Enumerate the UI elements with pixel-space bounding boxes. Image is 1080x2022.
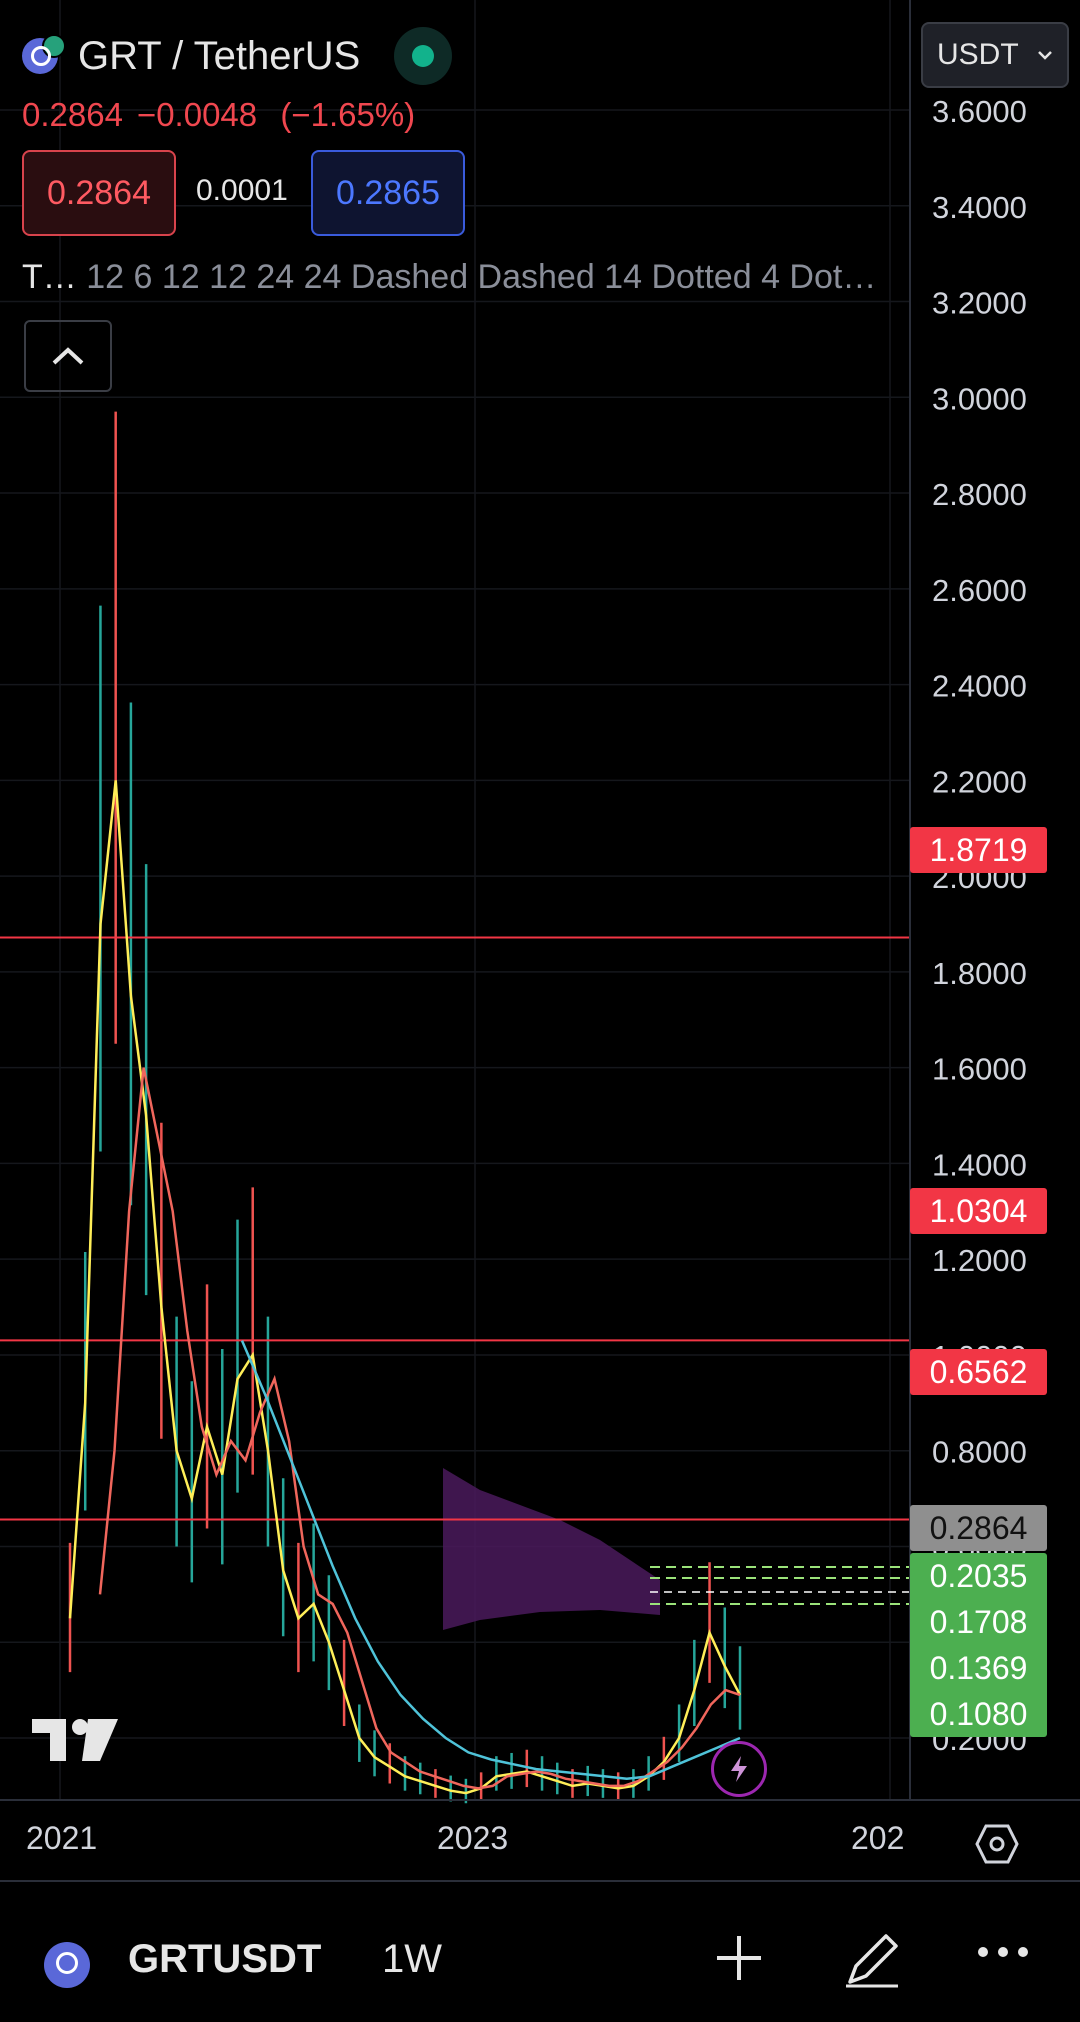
- sell-button[interactable]: 0.2864: [22, 150, 176, 236]
- last-price: 0.2864: [22, 96, 123, 133]
- level-tag-2[interactable]: 1.0304: [910, 1188, 1047, 1234]
- level-tag-1[interactable]: 1.8719: [910, 827, 1047, 873]
- green-tag-2: 0.1708: [910, 1599, 1047, 1645]
- indicators-legend[interactable]: T… 12 6 12 12 24 24 Dashed Dashed 14 Dot…: [22, 258, 882, 297]
- y-tick-label: 1.6000: [932, 1052, 1027, 1087]
- plus-icon: [717, 1936, 761, 1980]
- price-change: −0.0048: [136, 96, 258, 133]
- x-label-202: 202: [851, 1820, 905, 1856]
- current-price-tag: 0.2864: [910, 1505, 1047, 1551]
- y-tick-label: 2.8000: [932, 477, 1027, 512]
- more-options-button[interactable]: [975, 1944, 1031, 1965]
- indicator-name: T…: [22, 258, 77, 296]
- tether-logo-icon: [42, 34, 66, 58]
- collapse-legend-button[interactable]: [24, 320, 112, 392]
- chevron-down-icon: [1038, 51, 1052, 60]
- ma-cyan-line: [240, 1340, 741, 1780]
- spread-value: 0.0001: [196, 174, 288, 207]
- y-tick-label: 0.8000: [932, 1435, 1027, 1470]
- status-dot-icon: [412, 45, 435, 67]
- add-button[interactable]: [715, 1934, 763, 1987]
- y-tick-label: 3.2000: [932, 286, 1027, 321]
- x-label-2021: 2021: [26, 1820, 98, 1856]
- indicator-params: 12 6 12 12 24 24 Dashed Dashed 14 Dotted…: [76, 258, 877, 296]
- more-dots-icon: [978, 1947, 1028, 1957]
- y-tick-label: 3.6000: [932, 94, 1027, 129]
- drawing-tools-button[interactable]: [842, 1930, 902, 1995]
- hexagon-settings-icon: [975, 1824, 1019, 1864]
- buy-button[interactable]: 0.2865: [311, 150, 465, 236]
- lightning-icon: [731, 1756, 747, 1782]
- currency-select[interactable]: USDT: [921, 22, 1069, 88]
- chevron-up-icon: [52, 347, 84, 365]
- interval-selector[interactable]: 1W: [382, 1937, 442, 1981]
- level-tag-3[interactable]: 0.6562: [910, 1349, 1047, 1395]
- y-tick-label: 2.4000: [932, 669, 1027, 704]
- y-tick-label: 2.6000: [932, 573, 1027, 608]
- ma-yellow-line: [68, 780, 742, 1795]
- y-tick-label: 1.8000: [932, 956, 1027, 991]
- pen-icon: [846, 1934, 898, 1988]
- y-tick-label: 1.4000: [932, 1147, 1027, 1182]
- replay-bolt-button[interactable]: [711, 1741, 767, 1797]
- y-tick-label: 3.4000: [932, 190, 1027, 225]
- settings-hex-button[interactable]: [975, 1822, 1019, 1871]
- x-label-2023: 2023: [437, 1820, 509, 1856]
- bottom-toolbar: GRTUSDT 1W: [0, 1880, 1080, 2022]
- y-tick-label: 2.2000: [932, 764, 1027, 799]
- price-change-pct: (−1.65%): [280, 96, 416, 133]
- market-status-indicator[interactable]: [394, 27, 453, 85]
- green-tag-3: 0.1369: [910, 1645, 1047, 1691]
- green-tag-4: 0.1080: [910, 1691, 1047, 1737]
- symbol-logo-icon: [44, 1942, 90, 1988]
- symbol-title[interactable]: GRT / TetherUS: [78, 33, 361, 78]
- y-tick-label: 1.2000: [932, 1243, 1027, 1278]
- ma-red-line: [98, 1067, 741, 1790]
- y-tick-label: 3.0000: [932, 381, 1027, 416]
- tradingview-logo-icon: [30, 1715, 120, 1770]
- grt-logo-icon: [22, 34, 66, 74]
- purple-band: [443, 1468, 660, 1630]
- green-tag-1: 0.2035: [910, 1553, 1047, 1599]
- symbol-header[interactable]: GRT / TetherUS: [22, 27, 453, 85]
- symbol-name[interactable]: GRTUSDT: [128, 1937, 322, 1981]
- currency-value: USDT: [937, 38, 1019, 71]
- price-summary: 0.2864 −0.0048 (−1.65%): [22, 96, 415, 134]
